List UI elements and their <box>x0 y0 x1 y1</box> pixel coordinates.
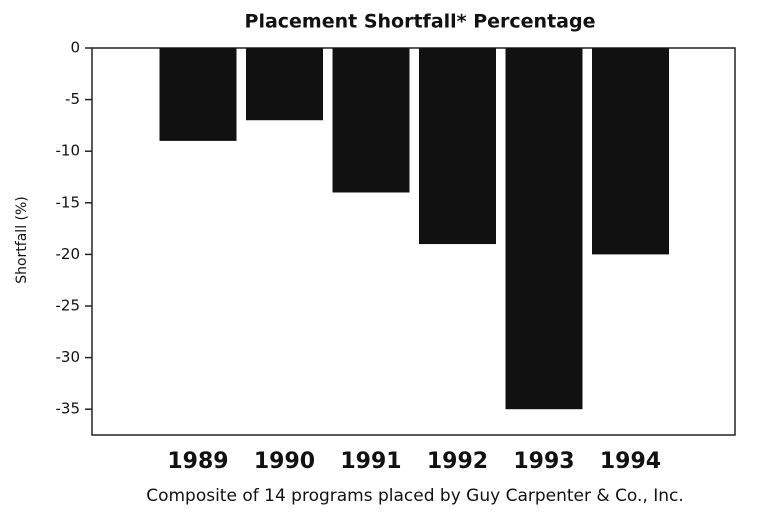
y-tick-label: -10 <box>56 142 81 160</box>
chart-title: Placement Shortfall* Percentage <box>245 11 596 33</box>
y-tick-label: -5 <box>65 90 80 108</box>
y-tick-label: -30 <box>56 348 81 366</box>
bar <box>419 48 496 245</box>
y-axis-label: Shortfall (%) <box>14 196 30 284</box>
y-tick-label: -25 <box>56 297 81 315</box>
bar <box>505 48 583 410</box>
x-tick-label: 1994 <box>600 449 661 474</box>
x-tick-label: 1989 <box>167 449 228 474</box>
bar <box>592 48 669 255</box>
bar <box>332 48 410 193</box>
x-tick-label: 1991 <box>340 449 401 474</box>
x-tick-label: 1993 <box>513 449 574 474</box>
x-tick-label: 1992 <box>427 449 488 474</box>
plot-frame <box>91 47 736 436</box>
x-axis-label: Composite of 14 programs placed by Guy C… <box>146 486 684 506</box>
bar <box>159 48 237 141</box>
y-tick-label: -20 <box>56 245 81 263</box>
bar <box>246 48 323 121</box>
y-tick-label: -35 <box>56 400 81 418</box>
x-tick-label: 1990 <box>254 449 315 474</box>
y-tick-label: 0 <box>70 39 80 57</box>
y-tick-label: -15 <box>56 193 81 211</box>
